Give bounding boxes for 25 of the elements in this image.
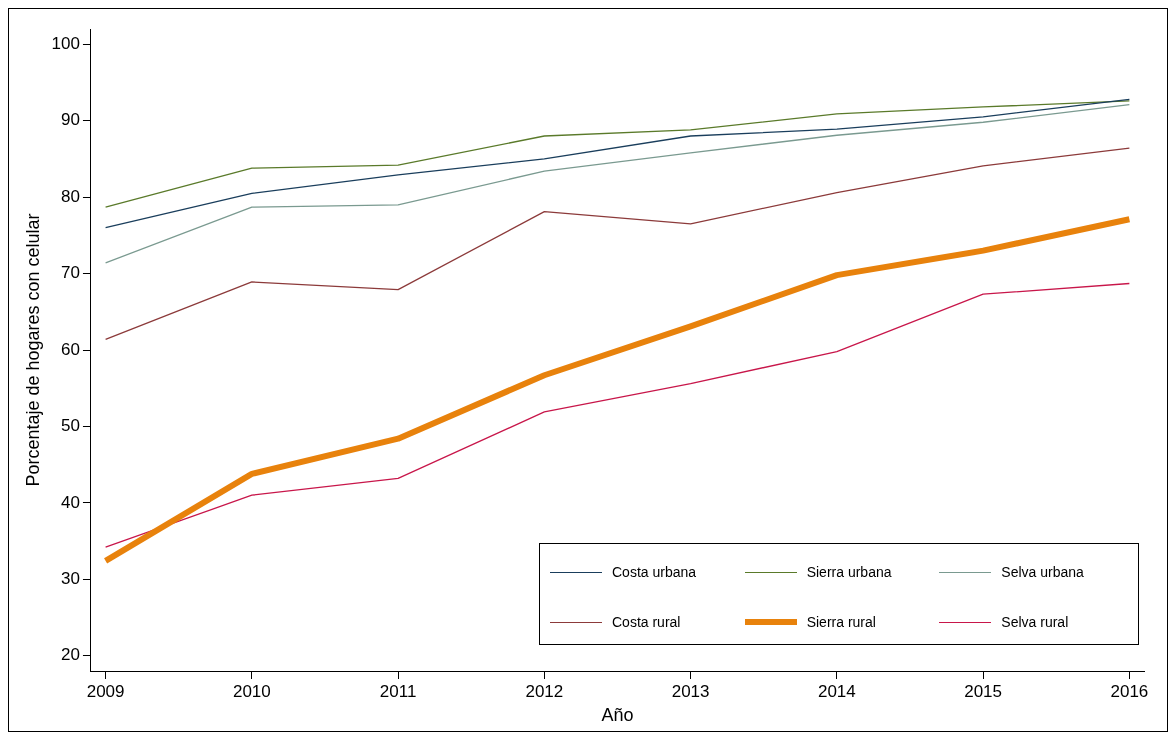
x-tick-label: 2015 (964, 681, 1003, 701)
x-tick-label: 2009 (86, 681, 125, 701)
x-tick-label: 2014 (817, 681, 856, 701)
y-tick-label: 80 (61, 186, 80, 206)
legend-label: Selva rural (1001, 614, 1069, 630)
y-tick-label: 60 (61, 339, 80, 359)
legend-label: Selva urbana (1001, 564, 1084, 580)
legend-label: Costa urbana (612, 564, 697, 580)
x-tick-label: 2010 (232, 681, 271, 701)
y-tick-label: 90 (61, 110, 80, 130)
x-tick-label: 2013 (671, 681, 710, 701)
x-tick-label: 2012 (525, 681, 564, 701)
x-axis-title: Año (601, 705, 634, 726)
x-tick-label: 2011 (379, 681, 417, 701)
y-tick-label: 30 (61, 568, 80, 588)
x-tick-label: 2016 (1110, 681, 1149, 701)
y-tick-label: 40 (61, 492, 80, 512)
y-axis-title: Porcentaje de hogares con celular (22, 213, 43, 487)
legend-label: Sierra rural (806, 614, 876, 630)
y-tick-label: 50 (61, 416, 80, 436)
legend-label: Costa rural (612, 614, 681, 630)
legend-label: Sierra urbana (806, 564, 892, 580)
y-tick-label: 20 (61, 645, 80, 665)
y-tick-label: 70 (61, 263, 80, 283)
y-tick-label: 100 (51, 33, 80, 53)
